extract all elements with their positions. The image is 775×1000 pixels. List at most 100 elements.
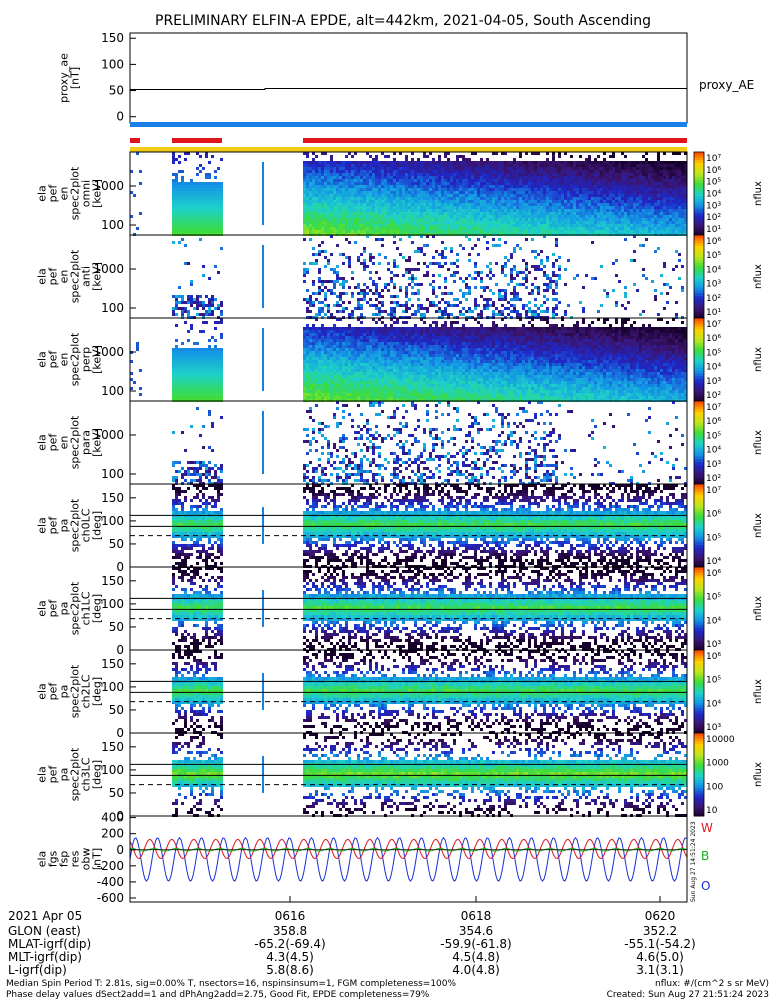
spec-cell bbox=[564, 179, 567, 182]
spec-cell bbox=[555, 185, 558, 188]
spec-cell bbox=[199, 191, 202, 194]
spec-cell bbox=[333, 227, 336, 230]
spec-cell bbox=[357, 170, 360, 173]
spec-cell bbox=[417, 161, 420, 164]
spec-cell bbox=[414, 200, 417, 203]
spec-cell bbox=[217, 227, 220, 230]
spec-cell bbox=[348, 259, 351, 262]
spec-cell bbox=[414, 292, 417, 295]
spec-cell bbox=[417, 268, 420, 271]
spec-cell bbox=[552, 289, 555, 292]
spec-cell bbox=[426, 203, 429, 206]
spec-cell bbox=[570, 197, 573, 200]
spec-cell bbox=[465, 292, 468, 295]
spec-cell bbox=[486, 224, 489, 227]
spec-cell bbox=[348, 188, 351, 191]
spec-cell bbox=[447, 170, 450, 173]
spec-cell bbox=[663, 167, 666, 170]
spec-cell bbox=[561, 212, 564, 215]
spec-cell bbox=[321, 250, 324, 253]
spec-cell bbox=[357, 212, 360, 215]
spec-cell bbox=[333, 161, 336, 164]
spec-cell bbox=[576, 224, 579, 227]
spec-cell bbox=[501, 182, 504, 185]
spec-cell bbox=[363, 262, 366, 265]
spec-cell bbox=[627, 191, 630, 194]
spec-cell bbox=[615, 170, 618, 173]
spec-cell bbox=[468, 200, 471, 203]
spec-cell bbox=[354, 230, 357, 233]
spec-cell bbox=[477, 194, 480, 197]
spec-cell bbox=[438, 310, 441, 313]
spec-cell bbox=[312, 194, 315, 197]
spec-cell bbox=[357, 283, 360, 286]
spec-cell bbox=[540, 230, 543, 233]
spec-cell bbox=[468, 158, 471, 161]
spec-cell bbox=[603, 173, 606, 176]
spec-cell bbox=[507, 167, 510, 170]
spec-cell bbox=[573, 197, 576, 200]
spec-cell bbox=[309, 179, 312, 182]
spec-cell bbox=[492, 179, 495, 182]
spec-cell bbox=[342, 191, 345, 194]
spec-cell bbox=[309, 301, 312, 304]
spec-cell bbox=[513, 295, 516, 298]
spec-cell bbox=[324, 182, 327, 185]
spec-cell bbox=[627, 224, 630, 227]
spec-cell bbox=[441, 224, 444, 227]
spec-cell bbox=[525, 194, 528, 197]
spec-cell bbox=[420, 197, 423, 200]
spec-cell bbox=[369, 253, 372, 256]
spec-cell bbox=[621, 194, 624, 197]
spec-cell bbox=[606, 215, 609, 218]
spec-cell bbox=[393, 212, 396, 215]
spec-cell bbox=[477, 215, 480, 218]
spec-cell bbox=[342, 292, 345, 295]
spec-cell bbox=[339, 179, 342, 182]
spec-cell bbox=[175, 384, 178, 387]
spec-cell bbox=[408, 209, 411, 212]
spec-cell bbox=[312, 292, 315, 295]
spec-cell bbox=[540, 188, 543, 191]
spec-cell bbox=[372, 185, 375, 188]
spec-cell bbox=[360, 188, 363, 191]
spec-cell bbox=[591, 173, 594, 176]
spec-cell bbox=[645, 188, 648, 191]
spec-cell bbox=[480, 179, 483, 182]
spec-cell bbox=[495, 179, 498, 182]
spec-cell bbox=[579, 173, 582, 176]
spec-cell bbox=[306, 218, 309, 221]
spec-cell bbox=[312, 188, 315, 191]
spec-cell bbox=[636, 218, 639, 221]
spec-cell bbox=[354, 161, 357, 164]
spec-cell bbox=[190, 360, 193, 363]
spec-cell bbox=[348, 230, 351, 233]
spec-cell bbox=[181, 301, 184, 304]
spec-cell bbox=[321, 212, 324, 215]
spec-cell bbox=[489, 262, 492, 265]
spec-cell bbox=[528, 224, 531, 227]
spec-cell bbox=[178, 393, 181, 396]
spec-cell bbox=[211, 230, 214, 233]
spec-cell bbox=[220, 209, 223, 212]
spec-cell bbox=[546, 203, 549, 206]
spec-cell bbox=[513, 161, 516, 164]
spec-cell bbox=[187, 310, 190, 313]
spec-cell bbox=[501, 194, 504, 197]
spec-cell bbox=[666, 215, 669, 218]
spec-cell bbox=[639, 244, 642, 247]
spec-cell bbox=[534, 197, 537, 200]
spec-cell bbox=[211, 224, 214, 227]
spec-cell bbox=[546, 256, 549, 259]
spec-cell bbox=[645, 230, 648, 233]
spec-cell bbox=[184, 188, 187, 191]
spec-cell bbox=[486, 212, 489, 215]
spec-cell bbox=[354, 194, 357, 197]
spec-cell bbox=[633, 221, 636, 224]
spec-cell bbox=[315, 313, 318, 316]
spec-cell bbox=[387, 179, 390, 182]
spec-cell bbox=[474, 161, 477, 164]
spec-cell bbox=[504, 170, 507, 173]
spec-cell bbox=[627, 215, 630, 218]
spec-cell bbox=[181, 378, 184, 381]
